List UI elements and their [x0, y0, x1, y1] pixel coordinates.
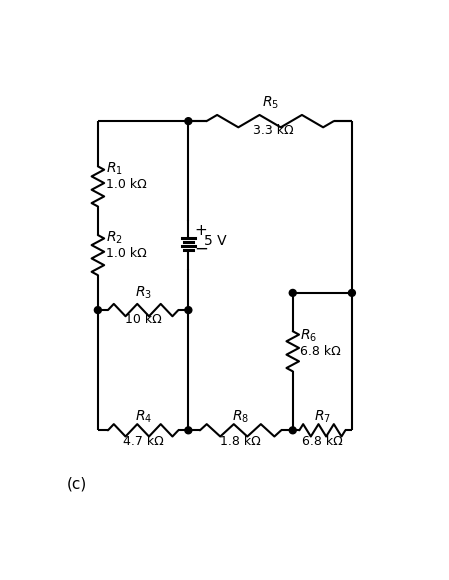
Text: 1.0 kΩ: 1.0 kΩ [106, 178, 146, 191]
Circle shape [185, 118, 192, 125]
Text: 3.3 kΩ: 3.3 kΩ [253, 124, 294, 137]
Text: $R_5$: $R_5$ [262, 95, 279, 111]
Text: 4.7 kΩ: 4.7 kΩ [123, 435, 163, 448]
Text: 5 V: 5 V [204, 234, 227, 248]
Text: 6.8 kΩ: 6.8 kΩ [300, 345, 341, 358]
Text: 10 kΩ: 10 kΩ [125, 313, 162, 326]
Text: 1.8 kΩ: 1.8 kΩ [220, 435, 261, 448]
Text: 1.0 kΩ: 1.0 kΩ [106, 247, 146, 260]
Text: $R_1$: $R_1$ [106, 161, 123, 177]
Text: $R_2$: $R_2$ [106, 229, 123, 246]
Circle shape [348, 289, 356, 296]
Circle shape [94, 307, 101, 314]
Circle shape [185, 307, 192, 314]
Text: +: + [194, 223, 207, 238]
Text: $R_7$: $R_7$ [314, 409, 331, 425]
Circle shape [289, 427, 296, 434]
Text: 6.8 kΩ: 6.8 kΩ [302, 435, 343, 448]
Circle shape [185, 427, 192, 434]
Text: $R_6$: $R_6$ [300, 327, 317, 344]
Text: $R_3$: $R_3$ [135, 285, 152, 302]
Text: $R_4$: $R_4$ [135, 409, 152, 425]
Text: $R_8$: $R_8$ [232, 409, 249, 425]
Text: (c): (c) [66, 477, 87, 492]
Text: −: − [194, 240, 208, 258]
Circle shape [289, 289, 296, 296]
